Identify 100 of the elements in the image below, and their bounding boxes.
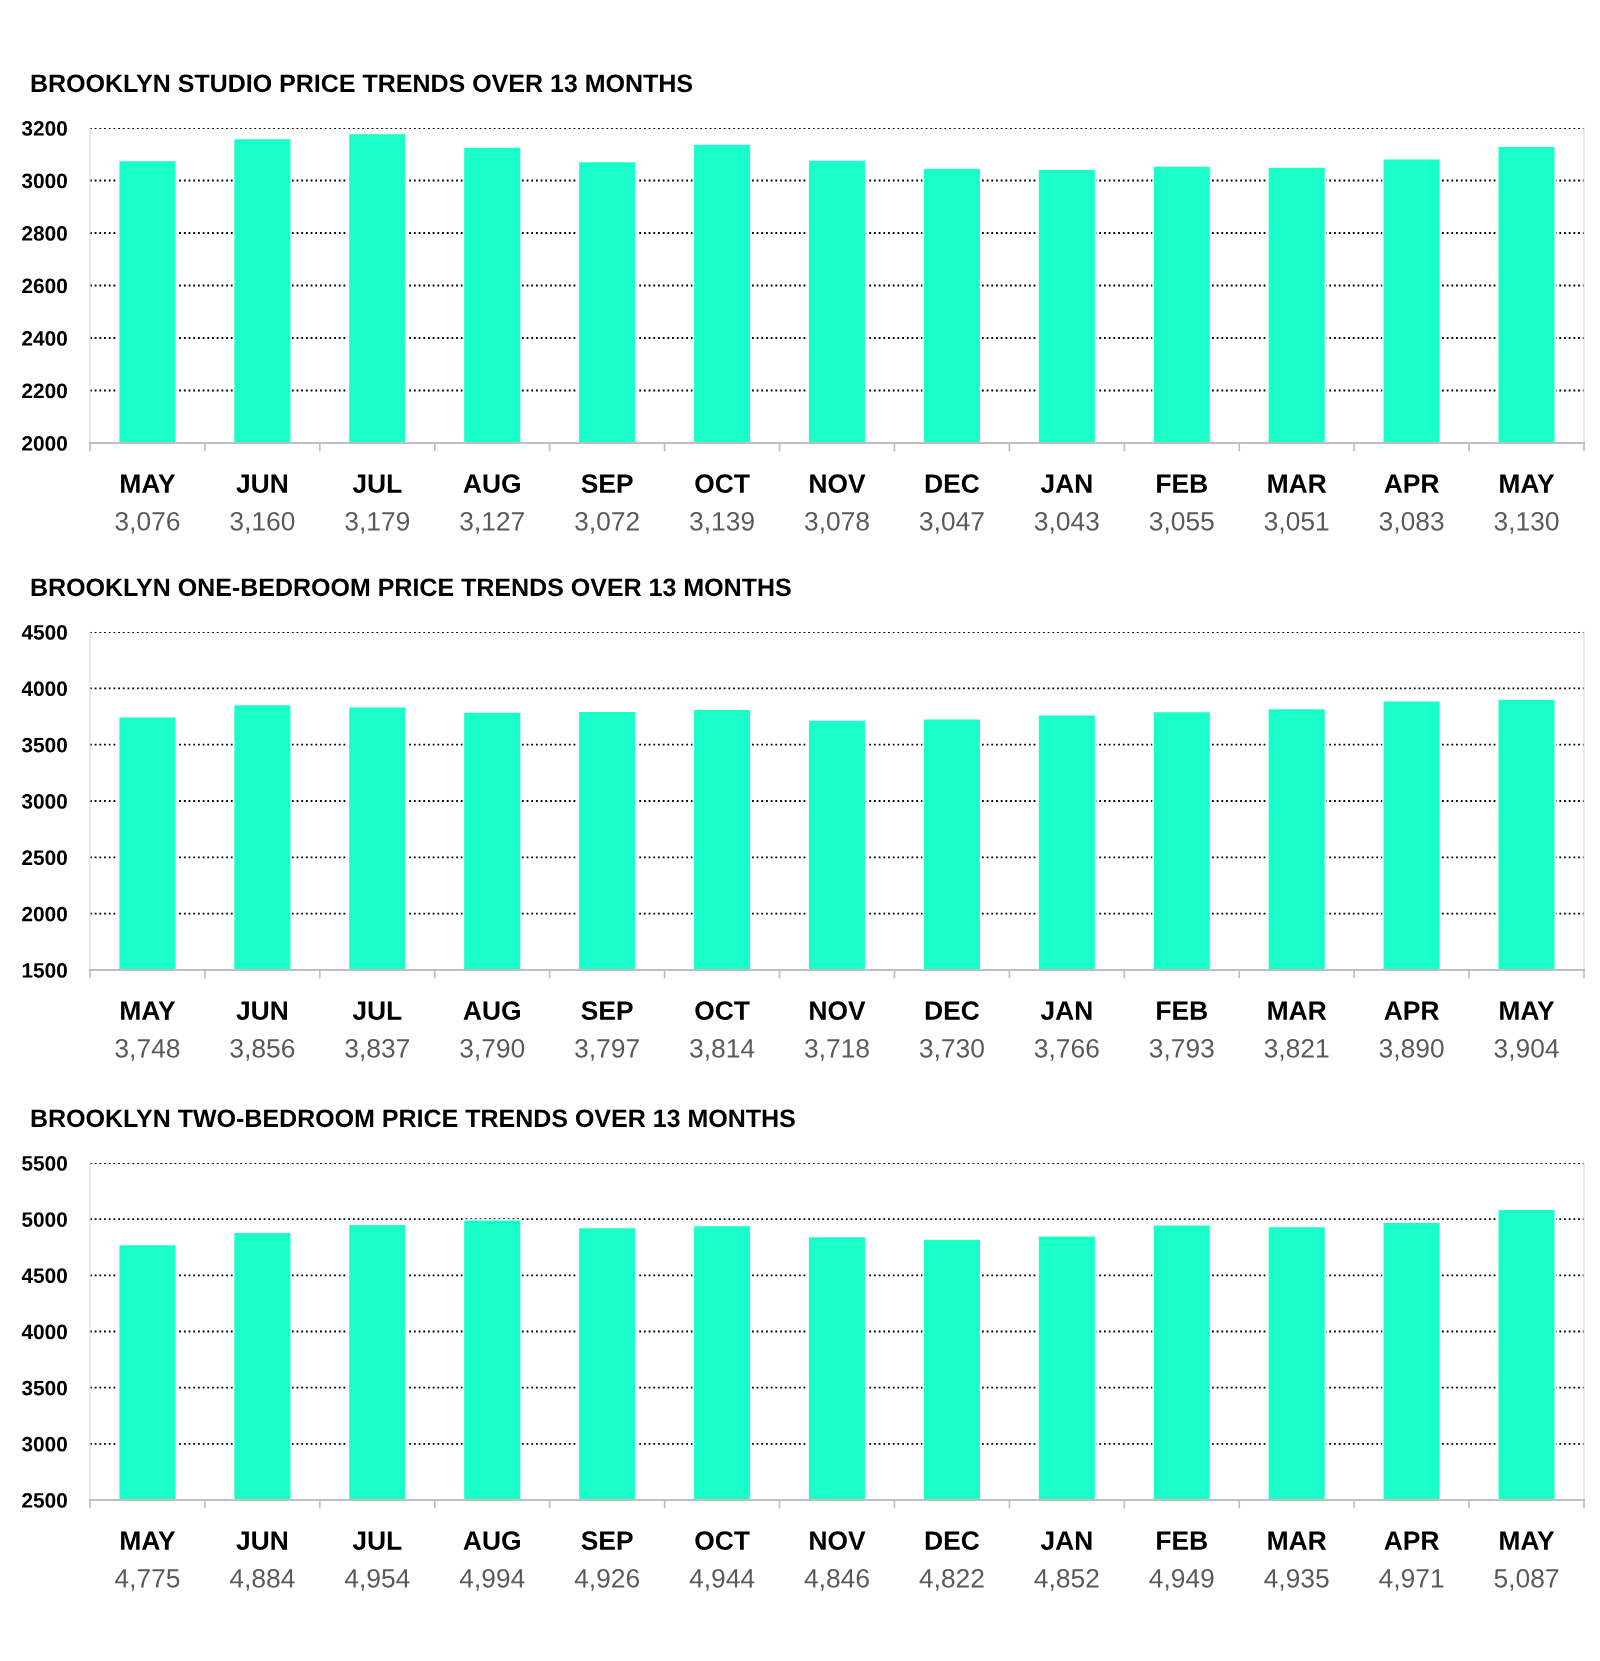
data-label: 3,904 xyxy=(1494,1038,1559,1061)
data-label: 4,846 xyxy=(804,1568,869,1591)
data-label: 3,076 xyxy=(115,511,180,534)
y-tick-label: 2000 xyxy=(22,436,67,451)
data-label: 3,078 xyxy=(804,511,869,534)
data-label: 4,971 xyxy=(1379,1568,1444,1591)
y-tick-label: 2400 xyxy=(22,331,67,346)
data-label: 3,837 xyxy=(345,1038,409,1061)
x-tick-label: OCT xyxy=(695,474,750,493)
y-tick-label: 3500 xyxy=(21,737,67,753)
chart-title: BROOKLYN TWO-BEDROOM PRICE TRENDS OVER 13 MONTHS xyxy=(31,1109,795,1128)
x-tick-label: MAY xyxy=(121,1531,176,1550)
x-tick-label: MAY xyxy=(121,474,176,493)
data-label: 3,055 xyxy=(1149,511,1214,534)
x-tick-label: OCT xyxy=(695,1001,750,1020)
x-tick-label: MAR xyxy=(1268,1531,1327,1550)
x-tick-label: JUN xyxy=(236,474,287,493)
data-label: 3,730 xyxy=(919,1038,984,1061)
x-tick-label: JUN xyxy=(236,1531,287,1550)
y-tick-label: 2500 xyxy=(22,1493,67,1508)
y-tick-label: 2800 xyxy=(22,226,67,241)
x-tick-label: DEC xyxy=(925,1531,980,1550)
data-label: 3,047 xyxy=(919,511,984,534)
y-tick-label: 2500 xyxy=(22,850,67,866)
x-tick-label: DEC xyxy=(925,474,980,493)
x-tick-label: SEP xyxy=(581,474,633,493)
x-tick-label: APR xyxy=(1384,1001,1439,1020)
data-label: 4,994 xyxy=(459,1568,525,1591)
y-tick-label: 4500 xyxy=(21,1268,67,1284)
x-tick-label: FEB xyxy=(1157,474,1207,493)
data-label: 3,043 xyxy=(1034,511,1099,534)
data-label: 3,160 xyxy=(230,511,295,534)
y-tick-label: 4500 xyxy=(21,625,67,640)
x-tick-label: FEB xyxy=(1157,1001,1207,1020)
data-label: 3,790 xyxy=(460,1038,525,1061)
y-tick-label: 3000 xyxy=(21,173,67,189)
data-label: 3,766 xyxy=(1034,1038,1099,1061)
data-label: 3,814 xyxy=(690,1038,755,1061)
x-tick-label: AUG xyxy=(463,1001,520,1020)
x-tick-label: JUL xyxy=(352,1531,402,1550)
y-tick-label: 5000 xyxy=(22,1212,67,1227)
data-label: 3,821 xyxy=(1264,1038,1329,1061)
y-tick-label: 3000 xyxy=(21,1436,67,1452)
data-label: 3,083 xyxy=(1379,511,1444,534)
x-tick-label: NOV xyxy=(810,1001,866,1020)
data-label: 3,793 xyxy=(1149,1038,1214,1061)
x-tick-label: SEP xyxy=(581,1001,633,1020)
y-tick-label: 3500 xyxy=(21,1380,67,1396)
x-tick-label: APR xyxy=(1384,474,1439,493)
x-tick-label: JAN xyxy=(1040,1531,1092,1550)
data-label: 3,127 xyxy=(460,511,524,534)
data-label: 4,944 xyxy=(689,1568,755,1591)
data-label: 4,949 xyxy=(1149,1568,1214,1591)
data-label: 3,130 xyxy=(1494,511,1559,534)
data-label: 3,748 xyxy=(115,1038,180,1061)
y-tick-label: 4000 xyxy=(21,1324,67,1340)
data-label: 4,852 xyxy=(1034,1568,1099,1591)
y-tick-label: 1500 xyxy=(22,963,67,978)
x-tick-label: MAY xyxy=(121,1001,176,1020)
x-tick-label: MAR xyxy=(1268,474,1327,493)
data-label: 4,935 xyxy=(1264,1568,1329,1591)
data-label: 3,051 xyxy=(1264,511,1329,534)
chart-title: BROOKLYN STUDIO PRICE TRENDS OVER 13 MONTHS xyxy=(31,74,693,93)
data-label: 3,072 xyxy=(575,511,639,534)
data-label: 3,797 xyxy=(575,1038,639,1061)
data-label: 3,139 xyxy=(690,511,754,534)
data-label: 3,890 xyxy=(1379,1038,1444,1061)
y-tick-label: 4000 xyxy=(21,681,67,697)
data-label: 4,926 xyxy=(574,1568,640,1591)
x-tick-label: NOV xyxy=(810,474,866,493)
x-tick-label: MAR xyxy=(1268,1001,1327,1020)
data-label: 4,822 xyxy=(919,1568,984,1591)
x-tick-label: DEC xyxy=(925,1001,980,1020)
x-tick-label: JAN xyxy=(1040,1001,1092,1020)
chart-title: BROOKLYN ONE-BEDROOM PRICE TRENDS OVER 13 MONTHS xyxy=(31,578,791,597)
data-label: 3,718 xyxy=(804,1038,869,1061)
y-tick-label: 3200 xyxy=(21,121,67,136)
y-tick-label: 2000 xyxy=(22,906,67,922)
data-label: 4,884 xyxy=(229,1568,295,1591)
x-tick-label: JUN xyxy=(236,1001,287,1020)
y-tick-label: 2600 xyxy=(22,278,67,294)
y-tick-label: 3000 xyxy=(21,794,67,809)
y-tick-label: 2200 xyxy=(22,383,67,399)
x-tick-label: JUL xyxy=(352,1001,402,1020)
y-tick-label: 5500 xyxy=(22,1156,67,1171)
x-tick-label: FEB xyxy=(1157,1531,1207,1550)
data-label: 3,179 xyxy=(345,511,410,534)
x-tick-label: JUL xyxy=(352,474,402,493)
x-tick-label: MAY xyxy=(1500,1531,1555,1550)
data-label: 4,775 xyxy=(115,1569,180,1591)
x-tick-label: MAY xyxy=(1500,474,1555,493)
data-label: 5,087 xyxy=(1494,1568,1559,1591)
data-label: 3,856 xyxy=(230,1038,295,1061)
x-tick-label: JAN xyxy=(1040,474,1092,493)
x-tick-label: APR xyxy=(1384,1531,1439,1550)
x-tick-label: NOV xyxy=(810,1531,866,1550)
x-tick-label: AUG xyxy=(463,474,520,493)
data-label: 4,954 xyxy=(344,1568,410,1591)
x-tick-label: OCT xyxy=(695,1531,750,1550)
x-tick-label: SEP xyxy=(581,1531,633,1550)
